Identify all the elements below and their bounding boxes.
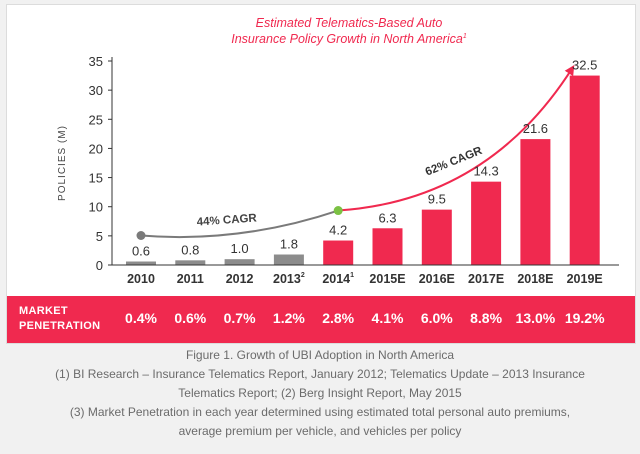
penetration-value-2013: 1.2% — [272, 310, 305, 326]
bar-2014 — [323, 240, 354, 265]
bar-2013 — [273, 254, 304, 265]
bar-2017E — [471, 181, 502, 265]
value-label-2016E: 9.5 — [428, 192, 446, 207]
caption-note-1a: (1) BI Research – Insurance Telematics R… — [55, 367, 585, 381]
x-tick-label-2011: 2011 — [177, 272, 204, 286]
y-tick-label: 35 — [89, 54, 103, 69]
penetration-title-line-2: PENETRATION — [19, 320, 101, 332]
value-label-2018E: 21.6 — [523, 121, 548, 136]
penetration-title: MARKET PENETRATION — [19, 304, 109, 334]
bar-2010 — [126, 261, 156, 265]
value-label-2014: 4.2 — [329, 223, 347, 238]
market-penetration-band: MARKET PENETRATION 0.4% 0.6% 0.7% 1.2% 2.8% 4… — [7, 296, 635, 343]
trend-midpoint-dot — [333, 206, 343, 216]
bar-2018E — [520, 139, 551, 265]
y-tick-label: 25 — [89, 112, 103, 127]
x-tick-label-2010: 2010 — [127, 272, 155, 286]
policy-growth-chart: Estimated Telematics-Based Auto Insurance… — [57, 16, 619, 286]
y-axis-label: POLICIES (M) — [57, 125, 68, 201]
penetration-value-2018E: 13.0% — [515, 310, 556, 326]
bar-2011 — [175, 260, 206, 265]
y-tick-label: 0 — [96, 258, 103, 273]
x-tick-label-2017E: 2017E — [468, 272, 504, 286]
penetration-value-2011: 0.6% — [174, 310, 207, 326]
y-tick-label: 30 — [89, 83, 103, 98]
penetration-value-2016E: 6.0% — [420, 310, 453, 326]
caption-note-3b: average premium per vehicle, and vehicle… — [178, 424, 462, 438]
caption-note-3a: (3) Market Penetration in each year dete… — [69, 405, 571, 419]
x-tick-superscript: 2 — [301, 272, 305, 279]
figure-caption: Figure 1. Growth of UBI Adoption in Nort… — [0, 346, 640, 441]
chart-title-line-2: Insurance Policy Growth in North America… — [231, 32, 467, 46]
chart-title-line-1: Estimated Telematics-Based Auto — [256, 16, 443, 30]
x-tick-label-2012: 2012 — [226, 272, 254, 286]
cagr-trend-2014-2019 — [338, 65, 575, 212]
penetration-value-2012: 0.7% — [223, 310, 256, 326]
x-tick-label-2013: 20132 — [273, 272, 305, 286]
cagr-annotation-44: 44% CAGR — [196, 212, 257, 228]
value-label-2012: 1.0 — [231, 241, 249, 256]
bar-2012 — [224, 259, 255, 265]
x-tick-label-2019E: 2019E — [567, 272, 603, 286]
caption-note-1b: Telematics Report; (2) Berg Insight Repo… — [178, 386, 462, 400]
chart-panel: Estimated Telematics-Based Auto Insurance… — [6, 4, 636, 344]
cagr-trend-2010-2014 — [140, 209, 339, 239]
penetration-value-2015E: 4.1% — [371, 310, 404, 326]
caption-title: Figure 1. Growth of UBI Adoption in Nort… — [185, 348, 455, 362]
penetration-value-2017E: 8.8% — [470, 310, 503, 326]
y-tick-label: 10 — [89, 200, 103, 215]
bar-2016E — [421, 209, 452, 265]
penetration-title-line-1: MARKET — [19, 305, 68, 317]
penetration-value-2019E: 19.2% — [564, 310, 605, 326]
x-tick-label-2016E: 2016E — [419, 272, 455, 286]
trend-start-dot — [136, 231, 146, 241]
value-label-2019E: 32.5 — [572, 58, 597, 73]
penetration-value-2014: 2.8% — [322, 310, 355, 326]
value-label-2010: 0.6 — [132, 244, 150, 259]
value-label-2017E: 14.3 — [473, 164, 498, 179]
x-tick-label-2015E: 2015E — [369, 272, 405, 286]
y-tick-label: 15 — [89, 171, 103, 186]
x-tick-superscript: 1 — [350, 272, 354, 279]
x-tick-label-2018E: 2018E — [517, 272, 553, 286]
value-label-2013: 1.8 — [280, 237, 298, 252]
chart-title-superscript: 1 — [463, 33, 467, 40]
value-label-2015E: 6.3 — [378, 210, 396, 225]
y-tick-label: 5 — [96, 229, 103, 244]
penetration-value-2010: 0.4% — [125, 310, 157, 326]
bar-2019E — [569, 75, 600, 265]
x-tick-label-2014: 20141 — [322, 272, 354, 286]
bar-2015E — [372, 228, 403, 265]
value-label-2011: 0.8 — [181, 242, 199, 257]
y-tick-label: 20 — [89, 141, 103, 156]
